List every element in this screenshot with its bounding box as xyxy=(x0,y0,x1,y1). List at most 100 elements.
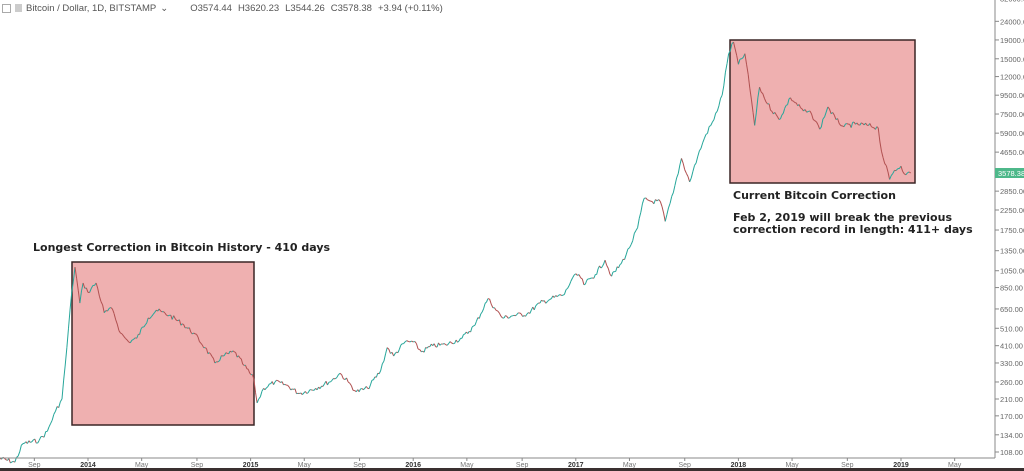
price-segment xyxy=(629,244,632,249)
price-segment xyxy=(498,312,502,317)
y-tick-label: 9500.00 xyxy=(1000,91,1024,100)
price-segment xyxy=(724,63,728,73)
price-segment xyxy=(234,351,237,354)
price-segment xyxy=(817,124,821,130)
symbol-title[interactable]: Bitcoin / Dollar, 1D, BITSTAMP xyxy=(26,2,157,14)
x-tick-label: Sep xyxy=(28,462,41,469)
price-segment xyxy=(679,158,682,166)
price-segment xyxy=(67,309,71,329)
price-segment xyxy=(689,177,692,183)
price-segment xyxy=(697,150,700,157)
price-segment xyxy=(782,108,786,114)
price-segment xyxy=(247,369,251,374)
x-tick-label: 2014 xyxy=(80,462,96,469)
price-segment xyxy=(225,352,228,354)
price-segment xyxy=(242,363,245,366)
price-segment xyxy=(842,125,845,128)
price-segment xyxy=(449,341,452,344)
price-segment xyxy=(385,347,388,355)
close-value: C3578.38 xyxy=(330,2,372,14)
price-segment xyxy=(575,273,578,276)
y-tick-label: 7500.00 xyxy=(1000,110,1024,119)
price-segment xyxy=(703,134,707,139)
price-segment xyxy=(694,162,697,166)
high-value: H3620.23 xyxy=(237,2,280,14)
expand-icon[interactable] xyxy=(2,3,11,13)
correction-box-2013 xyxy=(71,261,255,426)
price-segment xyxy=(682,163,686,170)
price-segment xyxy=(481,308,485,313)
price-segment xyxy=(819,126,822,130)
price-segment xyxy=(494,307,497,311)
price-segment xyxy=(398,344,402,350)
chevron-down-icon[interactable]: ⌄ xyxy=(160,2,169,14)
price-segment xyxy=(737,58,741,65)
price-segment xyxy=(755,97,759,113)
price-segment xyxy=(641,198,645,204)
price-segment xyxy=(204,347,207,349)
price-segment xyxy=(423,347,427,353)
price-segment xyxy=(304,391,308,394)
price-segment xyxy=(192,332,194,335)
bottom-bar xyxy=(0,468,1024,471)
price-segment xyxy=(728,50,731,54)
price-segment xyxy=(760,91,764,94)
price-segment xyxy=(762,93,765,99)
price-segment xyxy=(890,173,894,176)
price-segment xyxy=(661,206,665,214)
open-value: O3574.44 xyxy=(190,2,232,14)
price-segment xyxy=(174,318,177,321)
x-tick-label: Sep xyxy=(679,462,692,469)
price-segment xyxy=(710,121,713,126)
price-segment xyxy=(780,114,783,120)
price-segment xyxy=(375,373,379,378)
price-segment xyxy=(17,451,21,457)
price-segment xyxy=(454,339,457,344)
price-segment xyxy=(274,379,277,383)
price-segment xyxy=(548,298,551,301)
price-segment xyxy=(837,118,840,124)
price-segment xyxy=(207,352,210,355)
price-segment xyxy=(201,344,205,348)
price-segment xyxy=(200,342,203,346)
price-segment xyxy=(463,333,466,336)
price-segment xyxy=(98,296,102,302)
price-segment xyxy=(570,277,573,282)
price-segment xyxy=(638,212,642,219)
price-segment xyxy=(708,125,712,127)
price-segment xyxy=(85,287,89,293)
price-segment xyxy=(121,333,125,337)
price-segment xyxy=(812,119,816,122)
price-segment xyxy=(120,332,123,335)
price-segment xyxy=(545,301,548,304)
price-segment xyxy=(541,299,544,302)
price-segment xyxy=(508,317,510,319)
price-segment xyxy=(327,381,330,386)
price-segment xyxy=(792,100,796,103)
price-segment xyxy=(555,295,558,298)
price-segment xyxy=(219,355,222,361)
price-segment xyxy=(89,288,92,293)
low-value: L3544.26 xyxy=(285,2,325,14)
price-segment xyxy=(123,336,126,339)
price-segment xyxy=(426,346,429,349)
price-segment xyxy=(593,274,596,279)
price-segment xyxy=(536,302,539,305)
x-tick-label: 2017 xyxy=(568,462,584,469)
last-price-label: 3578.38 xyxy=(998,169,1024,178)
price-segment xyxy=(690,171,694,179)
price-segment xyxy=(37,440,40,444)
price-segment xyxy=(715,110,718,114)
price-segment xyxy=(211,356,214,359)
price-segment xyxy=(210,353,213,357)
x-tick-label: Sep xyxy=(191,462,204,469)
price-segment xyxy=(160,310,163,313)
price-segment xyxy=(227,352,229,355)
y-tick-label: 1350.00 xyxy=(1000,247,1024,256)
annotation-longest-correction: Longest Correction in Bitcoin History - … xyxy=(33,241,331,254)
price-segment xyxy=(82,282,86,289)
price-segment xyxy=(256,398,260,404)
y-tick-label: 210.00 xyxy=(1000,395,1023,404)
price-segment xyxy=(251,374,255,380)
